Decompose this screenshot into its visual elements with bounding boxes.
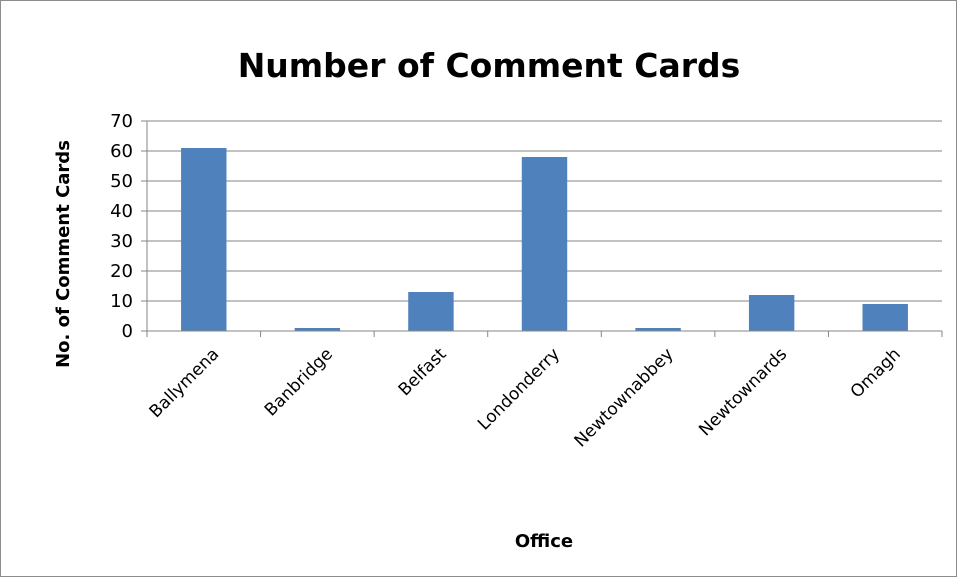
bar <box>862 304 908 331</box>
bar <box>521 157 568 331</box>
x-tick-label: Londonderry <box>474 344 564 434</box>
y-tick-label: 60 <box>110 141 133 162</box>
x-tick-labels: Ballymena Banbridge Belfast Londonderry Newt… <box>146 331 943 451</box>
x-axis-label: Office <box>515 531 573 552</box>
bar <box>408 292 454 331</box>
x-tick-label: Omagh <box>847 344 905 402</box>
y-tick-labels: 0 10 20 30 40 50 60 70 <box>110 111 147 342</box>
bar <box>635 328 681 331</box>
y-axis-label: No. of Comment Cards <box>53 140 74 368</box>
y-tick-label: 50 <box>110 171 133 192</box>
bar <box>748 295 795 331</box>
x-tick-label: Ballymena <box>146 344 224 422</box>
y-tick-label: 70 <box>110 111 133 132</box>
bar <box>181 148 227 331</box>
x-tick-label: Belfast <box>395 344 451 400</box>
y-tick-label: 30 <box>110 231 133 252</box>
bars <box>181 148 908 331</box>
axes <box>146 121 942 332</box>
y-tick-label: 40 <box>110 201 133 222</box>
y-tick-label: 20 <box>110 261 133 282</box>
y-tick-label: 0 <box>122 321 133 342</box>
x-tick-label: Newtownabbey <box>571 344 678 451</box>
chart-title: Number of Comment Cards <box>238 46 741 85</box>
x-tick-label: Banbridge <box>261 344 337 420</box>
y-tick-label: 10 <box>110 291 133 312</box>
bar <box>294 328 341 331</box>
x-tick-label: Newtownards <box>695 344 791 440</box>
